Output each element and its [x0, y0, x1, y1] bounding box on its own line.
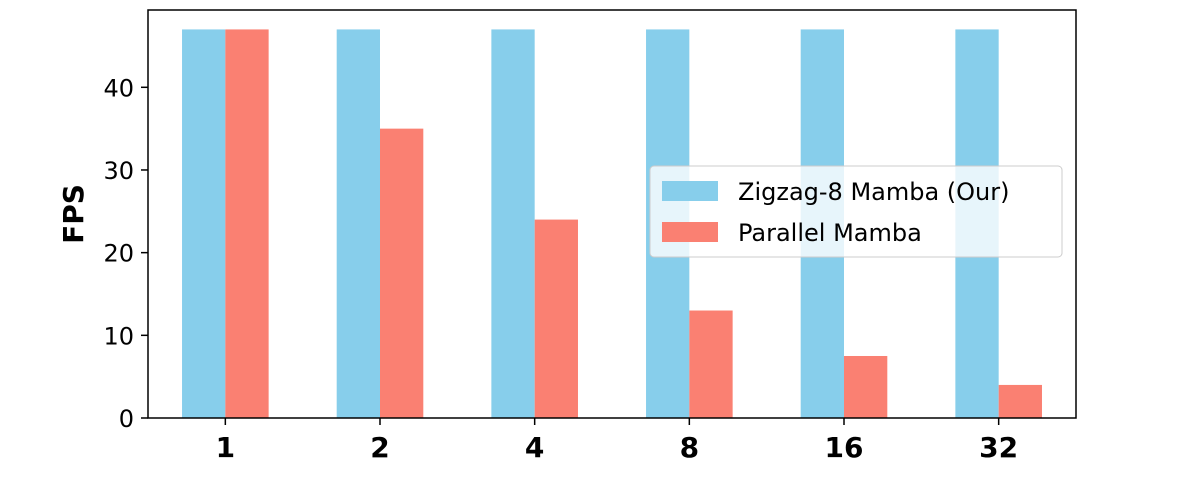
- legend-label-zigzag: Zigzag-8 Mamba (Our): [738, 178, 1010, 206]
- legend-swatch-parallel: [662, 222, 718, 242]
- bar-parallel-2: [380, 128, 424, 418]
- y-tick-label: 30: [103, 157, 134, 185]
- bar-parallel-16: [844, 355, 888, 418]
- x-tick-label: 16: [825, 431, 864, 464]
- legend-swatch-zigzag: [662, 181, 718, 201]
- bar-zigzag-4: [491, 29, 535, 419]
- bar-zigzag-1: [182, 29, 226, 419]
- y-tick-label: 0: [119, 405, 134, 433]
- y-tick-label: 40: [103, 74, 134, 102]
- x-tick-label: 1: [216, 431, 235, 464]
- bar-parallel-8: [689, 310, 733, 418]
- bar-parallel-1: [225, 29, 269, 419]
- y-tick-label: 20: [103, 240, 134, 268]
- legend-box: [649, 165, 1063, 258]
- y-tick-label: 10: [103, 322, 134, 350]
- y-axis-label: FPS: [57, 184, 90, 244]
- bar-parallel-32: [998, 384, 1042, 418]
- bar-zigzag-2: [336, 29, 380, 419]
- y-axis-ticks: 0 10 20 30 40: [103, 74, 148, 433]
- x-axis-ticks: 1 2 4 8 16 32: [216, 418, 1018, 464]
- x-tick-label: 2: [370, 431, 389, 464]
- plot-frame: [147, 9, 1077, 419]
- legend-label-parallel: Parallel Mamba: [738, 219, 922, 247]
- legend: Zigzag-8 Mamba (Our) Parallel Mamba: [649, 165, 1063, 258]
- bar-parallel-4: [534, 219, 578, 418]
- x-tick-label: 32: [979, 431, 1018, 464]
- x-tick-label: 4: [525, 431, 544, 464]
- x-tick-label: 8: [680, 431, 699, 464]
